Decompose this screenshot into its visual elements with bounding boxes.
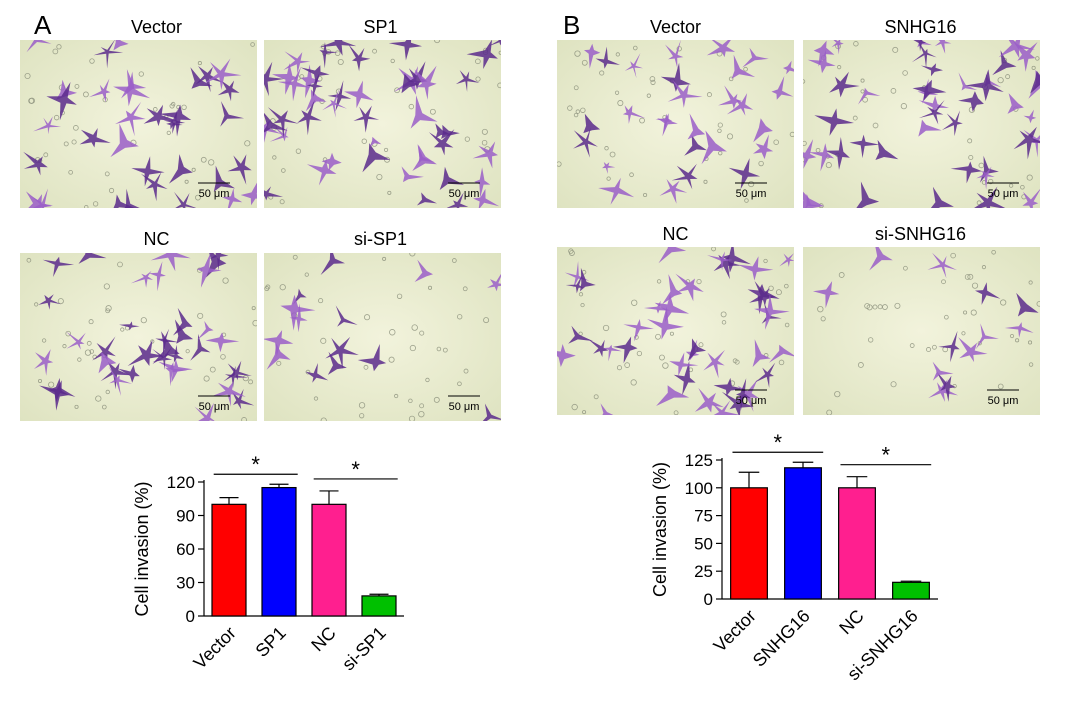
micrograph-a-vector: 50 μm: [20, 40, 257, 208]
x-tick-label: Vector: [710, 606, 760, 656]
micrograph-b-vector: 50 μm: [557, 40, 794, 208]
bar-snhg16: [784, 467, 822, 600]
scale-bar-label: 50 μm: [736, 395, 767, 407]
y-tick-label: 0: [186, 607, 195, 626]
bar-si-sp1: [361, 595, 397, 617]
image-label-b-vector: Vector: [649, 17, 702, 37]
y-tick-label: 90: [176, 507, 195, 526]
x-tick-label: NC: [835, 606, 868, 639]
micrograph-a-sp1: 50 μm: [264, 40, 501, 208]
x-tick-label: SP1: [252, 623, 290, 661]
bar-vector: [211, 503, 247, 617]
scale-bar-label: 50 μm: [449, 401, 480, 413]
significance-star: *: [774, 430, 783, 455]
image-label-a-si-sp1: si-SP1: [353, 229, 407, 249]
image-label-b-snhg16: SNHG16: [884, 17, 957, 37]
image-label-b-nc: NC: [662, 224, 689, 244]
micrograph-a-nc: 50 μm: [20, 253, 257, 421]
y-tick-label: 25: [694, 562, 713, 581]
bar-chart-a: 0 30 60 90 120 Cell invasion (%) Vector SP1 NCsi…: [132, 452, 404, 674]
image-label-a-sp1: SP1: [363, 17, 398, 37]
x-tick-label: si-SP1: [338, 623, 390, 675]
bar-vector: [730, 487, 768, 600]
y-tick-label: 60: [176, 540, 195, 559]
y-tick-label: 120: [167, 473, 195, 492]
micrograph-b-si-snhg16: 50 μm: [803, 247, 1040, 415]
scale-bar-label: 50 μm: [736, 188, 767, 200]
image-label-b-si-snhg16: si-SNHG16: [874, 224, 967, 244]
y-tick-label: 50: [694, 534, 713, 553]
scale-bar-label: 50 μm: [988, 188, 1019, 200]
bar-nc: [311, 503, 347, 617]
panel-letter-b: B: [563, 10, 581, 40]
y-axis-label: Cell invasion (%): [650, 462, 670, 597]
significance-star: *: [251, 452, 260, 477]
bar-nc: [838, 487, 876, 600]
image-label-a-vector: Vector: [130, 17, 183, 37]
micrograph-a-si-sp1: 50 μm: [264, 253, 501, 421]
y-tick-label: 100: [685, 479, 713, 498]
panel-letter-a: A: [34, 10, 52, 40]
x-tick-label: SNHG16: [749, 606, 814, 671]
y-axis-label: Cell invasion (%): [132, 481, 152, 616]
significance-star: *: [882, 443, 891, 468]
micrograph-b-snhg16: 50 μm: [803, 40, 1040, 208]
y-tick-label: 30: [176, 574, 195, 593]
scale-bar-label: 50 μm: [199, 401, 230, 413]
micrograph-b-nc: 50 μm: [557, 247, 794, 415]
y-tick-label: 125: [685, 451, 713, 470]
y-tick-label: 0: [704, 590, 713, 609]
x-tick-label: Vector: [190, 623, 240, 673]
scale-bar-label: 50 μm: [199, 188, 230, 200]
scale-bar-label: 50 μm: [449, 188, 480, 200]
bar-chart-b: 0 25 50 75 100 125 Cell invasion (%) VectorSNHG…: [650, 430, 938, 684]
y-tick-label: 75: [694, 507, 713, 526]
bar-sp1: [261, 486, 297, 617]
image-label-a-nc: NC: [143, 229, 170, 249]
bar-si-snhg16: [892, 581, 930, 600]
x-tick-label: NC: [307, 623, 340, 656]
significance-star: *: [351, 457, 360, 482]
scale-bar-label: 50 μm: [988, 395, 1019, 407]
